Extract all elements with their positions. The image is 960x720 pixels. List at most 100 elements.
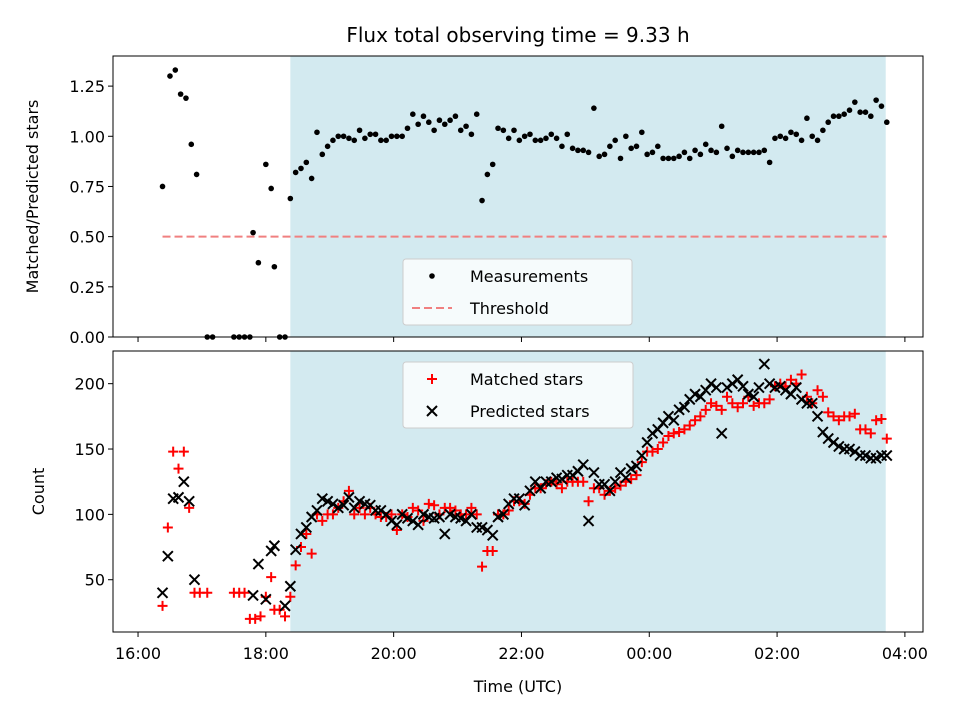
measurement-point <box>193 171 200 178</box>
predicted-star-point <box>524 485 536 497</box>
matched-star-point <box>796 369 807 380</box>
predicted-star-point <box>156 587 169 599</box>
predicted-star-point <box>183 495 195 508</box>
measurement-point <box>697 151 704 158</box>
predicted-star-point <box>630 460 643 472</box>
matched-star-point <box>631 470 642 481</box>
measurement-point <box>612 137 618 144</box>
predicted-star-point <box>747 391 760 403</box>
matched-star-point <box>306 548 317 559</box>
predicted-star-point <box>582 515 595 527</box>
matched-star-point <box>471 509 482 520</box>
measurement-point <box>468 131 475 138</box>
measurement-point <box>372 131 379 138</box>
measurement-point <box>548 131 555 138</box>
legend-marker <box>429 273 435 279</box>
top-y-axis: 0.00 0.25 0.50 0.75 1.00 1.25 <box>69 77 113 347</box>
matched-star-point <box>445 502 456 513</box>
x-axis-label: Time (UTC) <box>473 677 562 696</box>
measurement-point <box>798 137 805 144</box>
y-tick-label: 50 <box>85 571 105 590</box>
matched-star-point <box>250 613 261 624</box>
predicted-star-point <box>247 589 259 602</box>
measurement-point <box>804 115 810 122</box>
measurement-point <box>167 73 173 79</box>
measurement-point <box>271 263 278 270</box>
measurement-point <box>724 145 730 152</box>
matched-star-point <box>658 437 669 448</box>
measurement-point <box>553 135 560 142</box>
measurement-point <box>580 147 587 154</box>
matched-star-point <box>711 400 722 411</box>
matched-star-point <box>391 525 402 536</box>
measurement-point <box>324 143 331 150</box>
predicted-star-point <box>758 358 771 370</box>
x-tick-label: 02:00 <box>754 644 800 663</box>
measurement-point <box>681 149 688 156</box>
predicted-star-point <box>790 381 802 394</box>
figure-title: Flux total observing time = 9.33 h <box>346 23 689 47</box>
measurement-point <box>852 99 858 105</box>
predicted-star-point <box>518 499 531 511</box>
measurement-point <box>782 135 789 142</box>
measurement-point <box>814 137 821 144</box>
measurement-point <box>425 119 432 126</box>
y-tick-label: 0.00 <box>69 328 105 347</box>
measurement-point <box>183 95 189 101</box>
measurement-point <box>788 129 794 136</box>
matched-star-point <box>716 404 727 415</box>
measurement-point <box>713 149 720 156</box>
x-tick-label: 20:00 <box>371 644 417 663</box>
measurement-point <box>319 151 326 158</box>
measurement-point <box>463 123 469 130</box>
legend-label: Threshold <box>469 299 549 318</box>
legend-label: Matched stars <box>470 370 583 389</box>
predicted-star-point <box>284 580 297 592</box>
measurement-point <box>298 165 304 172</box>
matched-star-point <box>583 496 594 507</box>
matched-star-point <box>477 561 488 572</box>
y-tick-label: 0.50 <box>69 228 105 247</box>
x-tick-label: 16:00 <box>115 644 161 663</box>
matched-star-point <box>349 509 360 520</box>
y-tick-label: 100 <box>74 505 105 524</box>
matched-star-point <box>706 398 717 409</box>
measurement-point <box>750 149 757 156</box>
measurement-point <box>431 127 437 134</box>
matched-star-point <box>668 428 679 439</box>
predicted-star-point <box>620 472 632 484</box>
measurement-point <box>452 113 459 120</box>
measurement-point <box>878 103 885 109</box>
bottom-frame <box>112 350 924 633</box>
measurement-point <box>537 137 544 144</box>
matched-star-point <box>722 391 733 402</box>
measurement-point <box>399 133 405 140</box>
measurement-point <box>702 141 709 148</box>
measurement-point <box>532 137 539 144</box>
matched-star-point <box>301 528 312 539</box>
measurement-point <box>335 133 342 140</box>
measurement-point <box>761 147 768 154</box>
predicted-star-point <box>172 491 185 504</box>
measurement-point <box>447 117 453 124</box>
measurement-point <box>654 143 661 150</box>
x-tick-label: 04:00 <box>882 644 928 663</box>
measurement-point <box>846 107 853 113</box>
matched-star-point <box>285 591 296 602</box>
predicted-star-point <box>636 449 648 462</box>
predicted-star-point <box>577 458 589 471</box>
measurement-point <box>473 111 480 118</box>
matched-star-point <box>759 398 770 409</box>
x-tick-label: 22:00 <box>498 644 544 663</box>
matched-star-point <box>652 444 663 455</box>
measurement-point <box>857 109 863 115</box>
matched-star-point <box>684 420 695 431</box>
predicted-star-point <box>465 508 478 521</box>
matched-star-point <box>290 560 301 571</box>
matched-star-point <box>266 572 277 583</box>
predicted-star-point <box>300 521 313 534</box>
predicted-star-point <box>311 504 323 517</box>
matched-star-point <box>833 415 844 426</box>
predicted-star-point <box>668 414 680 426</box>
predicted-star-point <box>604 485 616 497</box>
